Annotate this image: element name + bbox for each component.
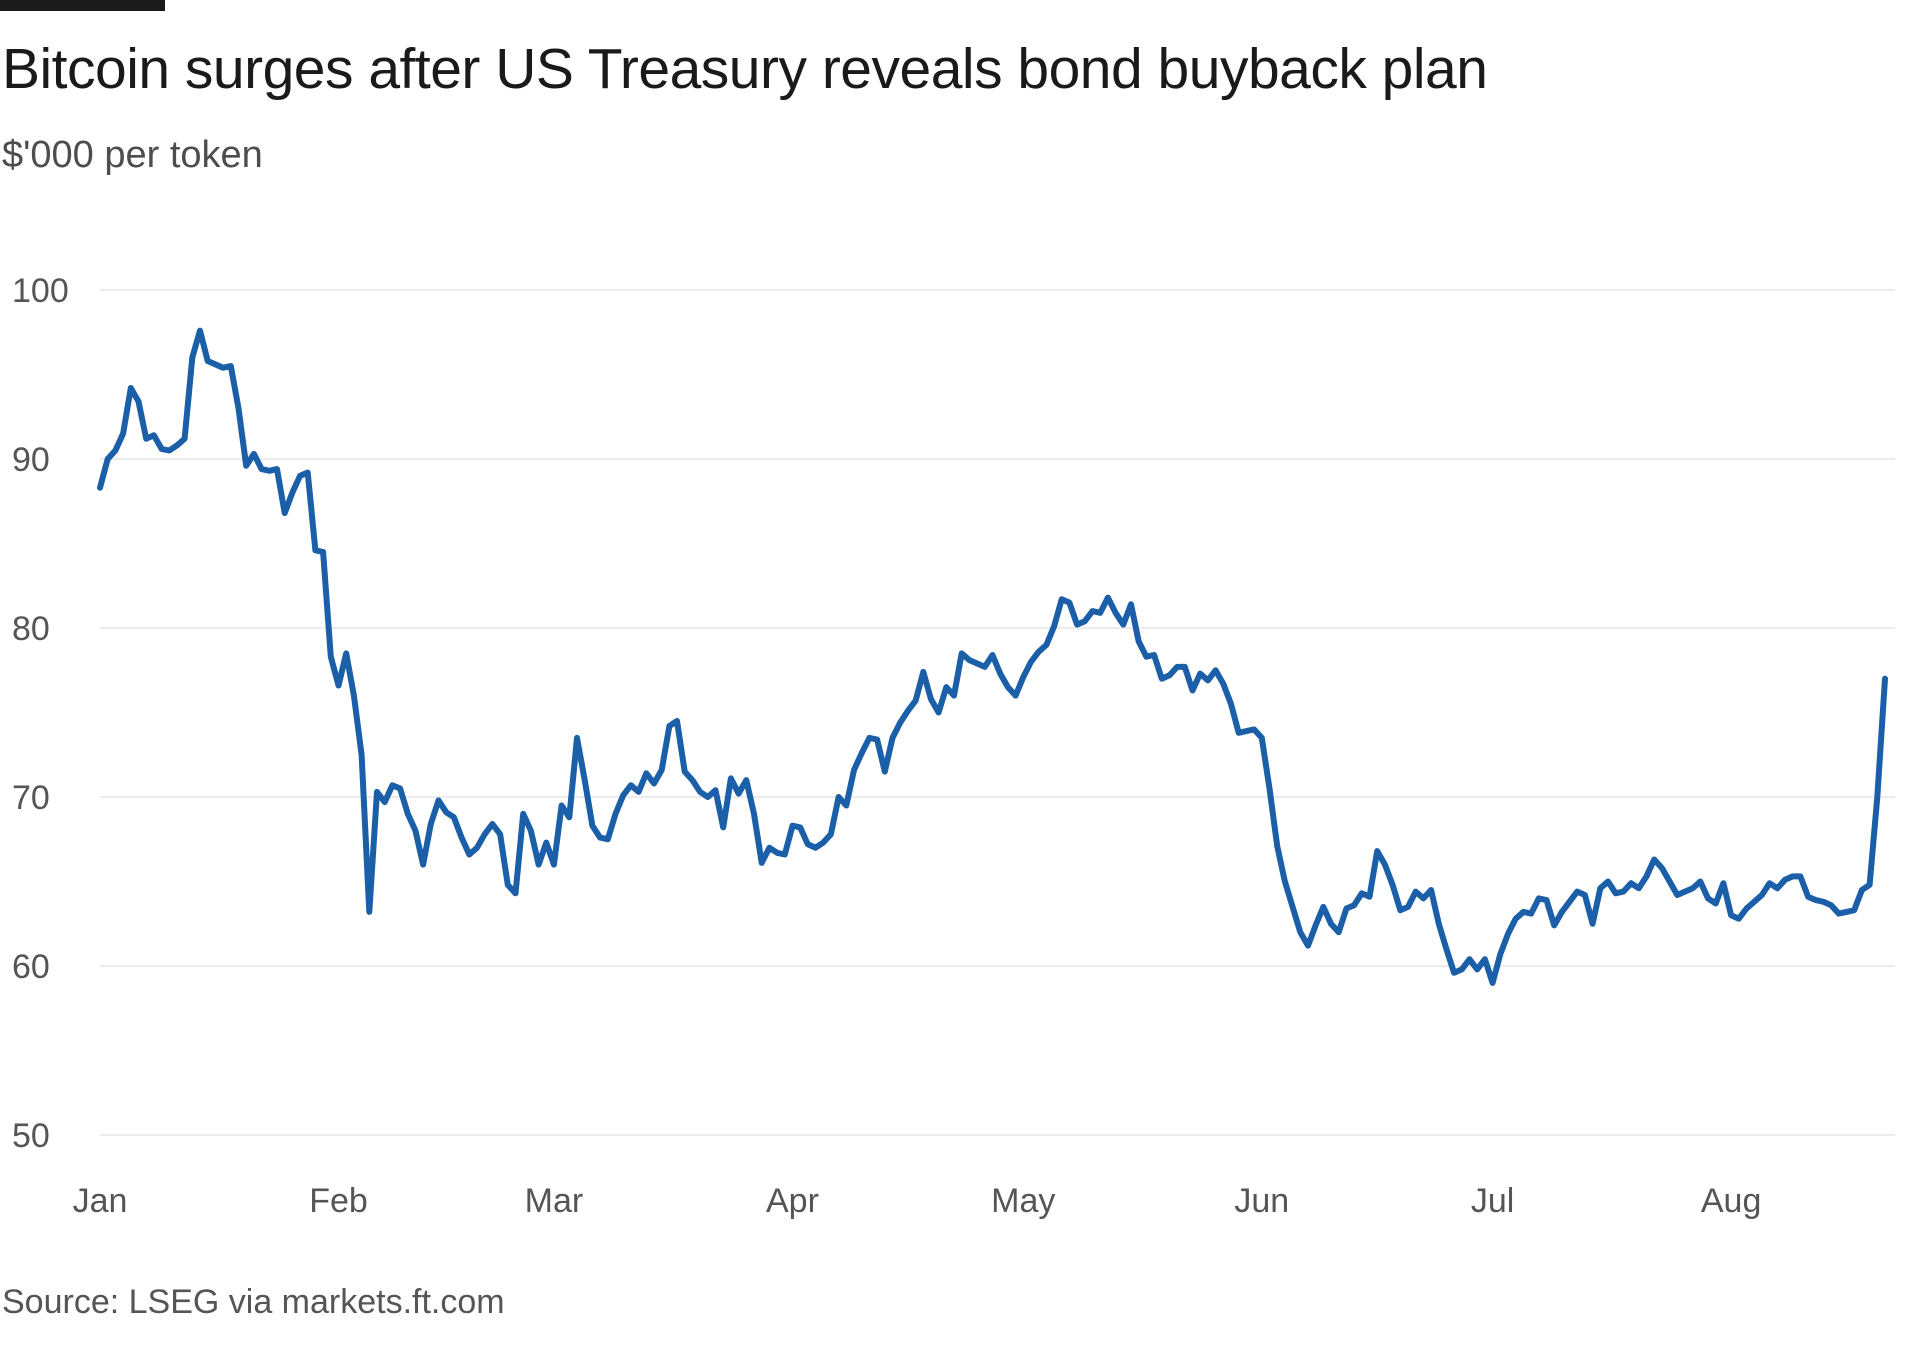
- x-tick-label-jan: Jan: [73, 1182, 128, 1220]
- x-tick-label-jul: Jul: [1471, 1182, 1514, 1220]
- y-tick-label-60: 60: [12, 948, 50, 986]
- y-tick-label-90: 90: [12, 441, 50, 479]
- y-tick-label-100: 100: [12, 272, 69, 310]
- series-layer: [97, 327, 1888, 986]
- x-tick-label-apr: Apr: [766, 1182, 819, 1220]
- y-axis-ticks: 100 90 80 70 60 50: [12, 272, 69, 1155]
- x-axis-ticks: Jan Feb Mar Apr May Jun Jul Aug: [73, 1182, 1762, 1220]
- brand-bar: [0, 0, 165, 11]
- gridlines: [100, 289, 1895, 1136]
- chart-title: Bitcoin surges after US Treasury reveals…: [2, 37, 1488, 101]
- series-line-0: [97, 327, 1888, 986]
- x-tick-label-feb: Feb: [309, 1182, 368, 1220]
- x-tick-label-mar: Mar: [525, 1182, 584, 1220]
- y-tick-label-70: 70: [12, 779, 50, 817]
- source-note: Source: LSEG via markets.ft.com: [2, 1283, 505, 1321]
- x-tick-label-jun: Jun: [1234, 1182, 1289, 1220]
- chart-subtitle: $'000 per token: [2, 134, 263, 176]
- x-tick-label-aug: Aug: [1701, 1182, 1762, 1220]
- y-tick-label-50: 50: [12, 1117, 50, 1155]
- x-tick-label-may: May: [991, 1182, 1055, 1220]
- y-tick-label-80: 80: [12, 610, 50, 648]
